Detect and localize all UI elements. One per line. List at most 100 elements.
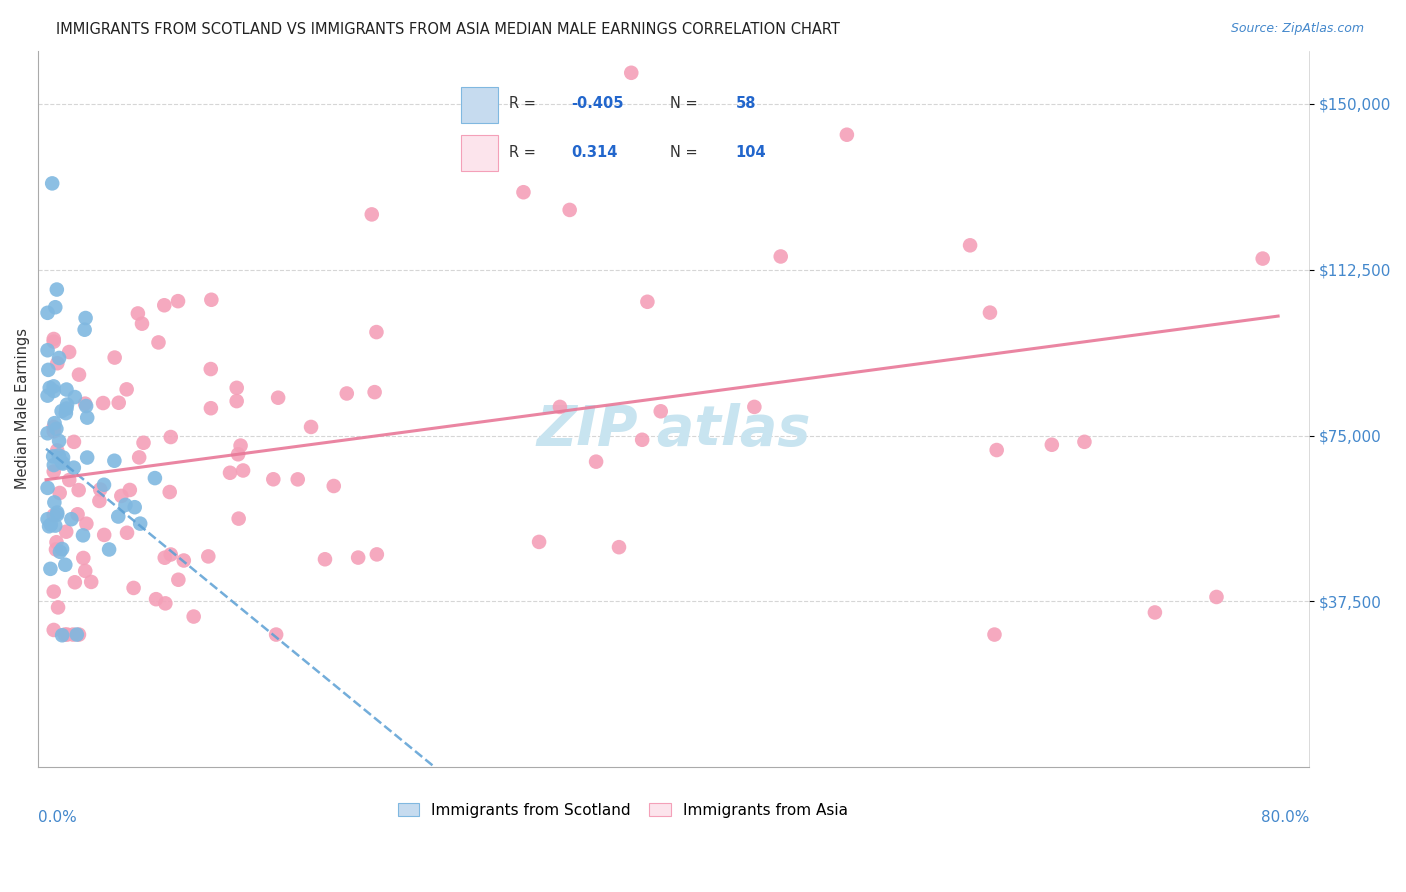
Point xyxy=(1251,252,1274,266)
Point xyxy=(229,439,252,453)
Point xyxy=(1205,590,1227,604)
Point xyxy=(38,381,60,395)
Point xyxy=(226,447,249,461)
Point xyxy=(110,489,132,503)
Text: -0.405: -0.405 xyxy=(571,96,623,112)
Point xyxy=(148,335,170,350)
Text: 0.314: 0.314 xyxy=(571,145,617,160)
Point xyxy=(39,517,62,532)
Point xyxy=(73,323,96,337)
Point xyxy=(262,472,284,486)
Point xyxy=(979,305,1001,319)
Point xyxy=(72,551,94,566)
Point xyxy=(620,66,643,80)
Point xyxy=(159,430,181,444)
Point xyxy=(75,399,97,413)
Point xyxy=(52,457,75,471)
Point xyxy=(42,384,65,398)
Point xyxy=(48,449,70,463)
Point xyxy=(132,435,155,450)
Point xyxy=(128,450,150,465)
Text: IMMIGRANTS FROM SCOTLAND VS IMMIGRANTS FROM ASIA MEDIAN MALE EARNINGS CORRELATIO: IMMIGRANTS FROM SCOTLAND VS IMMIGRANTS F… xyxy=(56,22,841,37)
Point xyxy=(650,404,672,418)
Point xyxy=(200,401,222,416)
Point xyxy=(55,383,77,397)
Point xyxy=(636,294,658,309)
Point xyxy=(42,584,65,599)
Point xyxy=(73,396,96,410)
Point xyxy=(75,516,97,531)
Point xyxy=(107,396,129,410)
Point xyxy=(67,483,90,497)
Point xyxy=(124,500,146,515)
Point xyxy=(58,345,80,359)
Point xyxy=(66,508,89,522)
Point xyxy=(42,424,65,438)
Point xyxy=(66,627,89,641)
Point xyxy=(55,524,77,539)
Text: 80.0%: 80.0% xyxy=(1261,810,1309,825)
Legend: Immigrants from Scotland, Immigrants from Asia: Immigrants from Scotland, Immigrants fro… xyxy=(392,797,853,824)
Point xyxy=(347,550,370,565)
Point xyxy=(51,456,73,470)
Text: 58: 58 xyxy=(735,96,756,112)
Point xyxy=(1040,438,1063,452)
Point xyxy=(558,202,581,217)
Point xyxy=(114,498,136,512)
Point xyxy=(336,386,359,401)
Point xyxy=(72,528,94,542)
Point xyxy=(585,455,607,469)
Text: N =: N = xyxy=(669,145,697,160)
Point xyxy=(225,394,247,409)
Point xyxy=(37,343,59,358)
Point xyxy=(56,398,79,412)
Point xyxy=(1143,606,1166,620)
Point xyxy=(49,545,72,559)
Point xyxy=(76,410,98,425)
Text: R =: R = xyxy=(509,145,536,160)
Point xyxy=(51,404,73,418)
Point xyxy=(104,351,127,365)
Point xyxy=(200,293,222,307)
Point xyxy=(55,401,77,416)
Point xyxy=(89,483,111,497)
Point xyxy=(37,426,59,441)
Point xyxy=(744,400,766,414)
Point xyxy=(115,525,138,540)
Point xyxy=(44,518,66,533)
Text: N =: N = xyxy=(669,96,697,112)
Point xyxy=(60,512,83,526)
Point xyxy=(53,627,76,641)
Point xyxy=(366,325,388,339)
Point xyxy=(118,483,141,497)
Point xyxy=(37,389,59,403)
Point xyxy=(55,406,77,420)
Point xyxy=(98,542,121,557)
Point xyxy=(197,549,219,564)
Point xyxy=(91,396,114,410)
Point xyxy=(75,311,97,326)
Point xyxy=(37,512,59,526)
Point xyxy=(363,385,385,400)
Point xyxy=(322,479,344,493)
Point xyxy=(44,300,66,314)
Point xyxy=(45,422,67,436)
Point xyxy=(46,600,69,615)
Point xyxy=(46,508,69,522)
Point xyxy=(143,471,166,485)
Point xyxy=(63,434,86,449)
Point xyxy=(129,516,152,531)
Point xyxy=(1073,434,1095,449)
Point xyxy=(58,473,80,487)
Point xyxy=(45,535,67,549)
Point xyxy=(153,550,176,565)
Point xyxy=(63,575,86,590)
Point xyxy=(42,465,65,479)
Point xyxy=(548,400,571,414)
Text: 0.0%: 0.0% xyxy=(38,810,77,825)
Point xyxy=(959,238,981,252)
Point xyxy=(67,627,90,641)
Point xyxy=(42,508,65,523)
Point xyxy=(631,433,654,447)
Point xyxy=(38,519,60,533)
